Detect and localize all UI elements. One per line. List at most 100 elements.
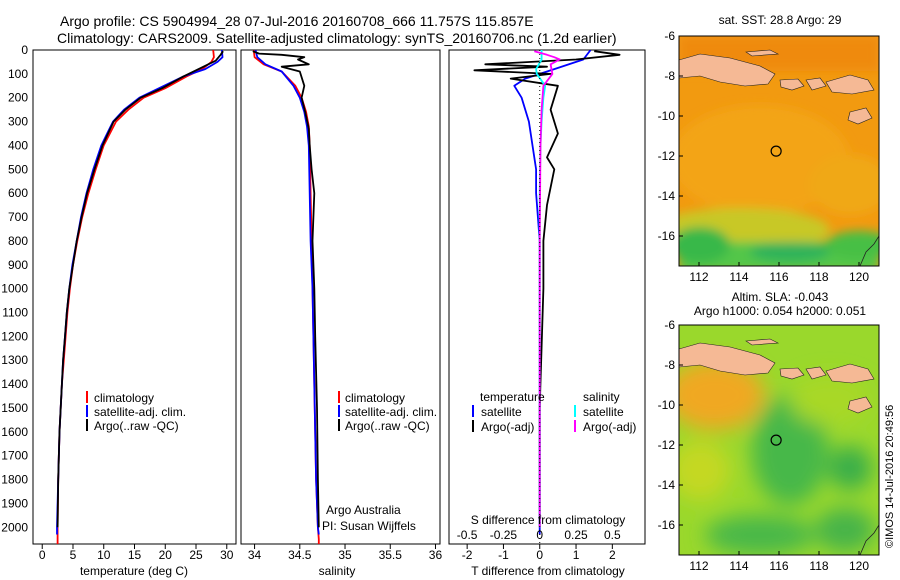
legend-label-s-argo: Argo(-adj)	[583, 420, 636, 434]
legend-label-t-argo: Argo(-adj)	[481, 420, 534, 434]
series-line-argo-raw-qc-	[56, 50, 224, 528]
depth-axis: 0 100 200 300 400 500 600 700 800 900 1000 1100 1200…	[1, 43, 645, 534]
map-lon-tick-label: 118	[809, 270, 828, 284]
depth-tick-label: 2000	[1, 520, 28, 534]
depth-tick-label: 1300	[1, 353, 28, 367]
depth-tick-label: 1400	[1, 377, 28, 391]
madura-island	[745, 338, 780, 346]
series-line-argo-raw-qc-	[252, 50, 320, 528]
map-lat-tick-label: -16	[658, 518, 676, 532]
map-lon-tick-label: 120	[849, 270, 869, 284]
map-lat-tick-label: -6	[664, 318, 675, 332]
temperature-legend: climatology satellite-adj. clim. Argo(..…	[86, 391, 186, 433]
s-difference-tick-label: 0	[536, 528, 543, 542]
legend-label-argo: Argo(..raw -QC)	[345, 419, 430, 433]
australia-coast	[859, 524, 879, 555]
depth-tick-label: 200	[8, 91, 28, 105]
depth-tick-label: 400	[8, 138, 28, 152]
salinity-panel: 34 34.5 35 35.5 36 salinity climatology sate…	[240, 49, 443, 578]
legend-label-t-satellite: satellite	[481, 405, 522, 419]
depth-tick-label: 600	[8, 186, 28, 200]
s-difference-tick-label: 0.5	[604, 528, 621, 542]
depth-tick-label: 900	[8, 258, 28, 272]
temperature-plot-frame	[32, 49, 237, 545]
lombok-island	[805, 366, 827, 380]
map-lat-tick-label: -14	[658, 189, 676, 203]
depth-tick-label: 1000	[1, 282, 28, 296]
map-lat-tick-label: -8	[664, 358, 675, 372]
argo-float-marker-sst	[770, 145, 782, 157]
x-tick-label: -2	[462, 548, 473, 562]
map-lon-tick-label: 116	[769, 270, 788, 284]
legend-label-satellite: satellite-adj. clim.	[345, 405, 437, 419]
x-tick-label: -1	[498, 548, 509, 562]
salinity-plot-frame	[240, 49, 441, 545]
sst-map-title: sat. SST: 28.8 Argo: 29	[719, 13, 842, 27]
pi-label: PI: Susan Wijffels	[322, 519, 416, 533]
x-tick-label: 0	[39, 548, 46, 562]
temperature-panel: 0 5 10 15 20 25 30 temperature (deg C) climato…	[32, 49, 237, 578]
map-lon-tick-label: 114	[729, 270, 748, 284]
bali-island	[779, 78, 805, 91]
salinity-axis-label: salinity	[319, 564, 356, 578]
difference-panel: -2 -1 0 1 2 -0.5 -0.25 0 0.25 0.5 S difference f…	[448, 49, 646, 578]
map-lat-tick-label: -10	[658, 109, 676, 123]
depth-tick-label: 300	[8, 115, 28, 129]
depth-tick-label: 1800	[1, 473, 28, 487]
legend-label-climatology: climatology	[94, 391, 154, 405]
legend-title-temperature: temperature	[480, 390, 545, 404]
depth-tick-label: 1500	[1, 401, 28, 415]
series-line-t-argo-adj-	[473, 50, 621, 528]
x-tick-label: 10	[97, 548, 111, 562]
depth-tick-label: 1900	[1, 496, 28, 510]
legend-label-argo: Argo(..raw -QC)	[94, 419, 179, 433]
depth-tick-label: 700	[8, 210, 28, 224]
depth-tick-label: 500	[8, 162, 28, 176]
difference-plot-frame	[448, 49, 646, 545]
x-tick-label: 5	[70, 548, 77, 562]
difference-legend: temperature salinity satellite Argo(-adj…	[472, 390, 636, 434]
title-line-2: Climatology: CARS2009. Satellite-adjuste…	[57, 30, 617, 46]
depth-tick-label: 800	[8, 234, 28, 248]
x-tick-label: 36	[429, 548, 443, 562]
map-lat-tick-label: -10	[658, 398, 676, 412]
depth-tick-label: 1200	[1, 329, 28, 343]
series-line-satellite-adj-clim-	[254, 50, 320, 535]
x-tick-label: 35	[338, 548, 352, 562]
x-tick-label: 35.5	[379, 548, 403, 562]
x-tick-label: 30	[220, 548, 234, 562]
bali-island	[779, 367, 805, 380]
java-island	[679, 342, 776, 376]
x-tick-label: 34	[248, 548, 262, 562]
legend-label-climatology: climatology	[345, 391, 405, 405]
argo-australia-label: Argo Australia	[326, 503, 401, 517]
x-tick-label: 15	[128, 548, 142, 562]
imos-credit: ©IMOS 14-Jul-2016 20:49:56	[884, 405, 896, 548]
salinity-legend: climatology satellite-adj. clim. Argo(..…	[338, 391, 437, 433]
madura-island	[745, 49, 780, 57]
map-lat-tick-label: -14	[658, 478, 676, 492]
java-island	[679, 53, 776, 87]
s-difference-tick-label: 0.25	[564, 528, 588, 542]
sst-map-panel: sat. SST: 28.8 Argo: 29 112 114 116 118 120	[658, 13, 880, 284]
sla-map-title-line-1: Altim. SLA: -0.043	[732, 290, 829, 304]
argo-float-marker-sla	[770, 434, 782, 446]
map-lon-tick-label: 120	[849, 559, 869, 573]
legend-label-satellite: satellite-adj. clim.	[94, 405, 186, 419]
australia-coast	[859, 235, 879, 266]
map-lon-tick-label: 114	[729, 559, 748, 573]
depth-tick-label: 0	[21, 43, 28, 57]
x-tick-label: 0	[536, 548, 543, 562]
sla-map-title-line-2: Argo h1000: 0.054 h2000: 0.051	[694, 304, 866, 318]
map-lon-tick-label: 116	[769, 559, 788, 573]
depth-tick-label: 100	[8, 67, 28, 81]
title-line-1: Argo profile: CS 5904994_28 07-Jul-2016 …	[60, 13, 534, 29]
sumba-island	[847, 107, 873, 125]
legend-title-salinity: salinity	[583, 390, 620, 404]
temperature-axis-label: temperature (deg C)	[80, 564, 188, 578]
lombok-island	[805, 77, 827, 91]
map-lon-tick-label: 112	[689, 270, 708, 284]
map-lat-tick-label: -12	[658, 149, 676, 163]
sumbawa-island	[825, 363, 875, 384]
sumbawa-island	[825, 74, 875, 95]
